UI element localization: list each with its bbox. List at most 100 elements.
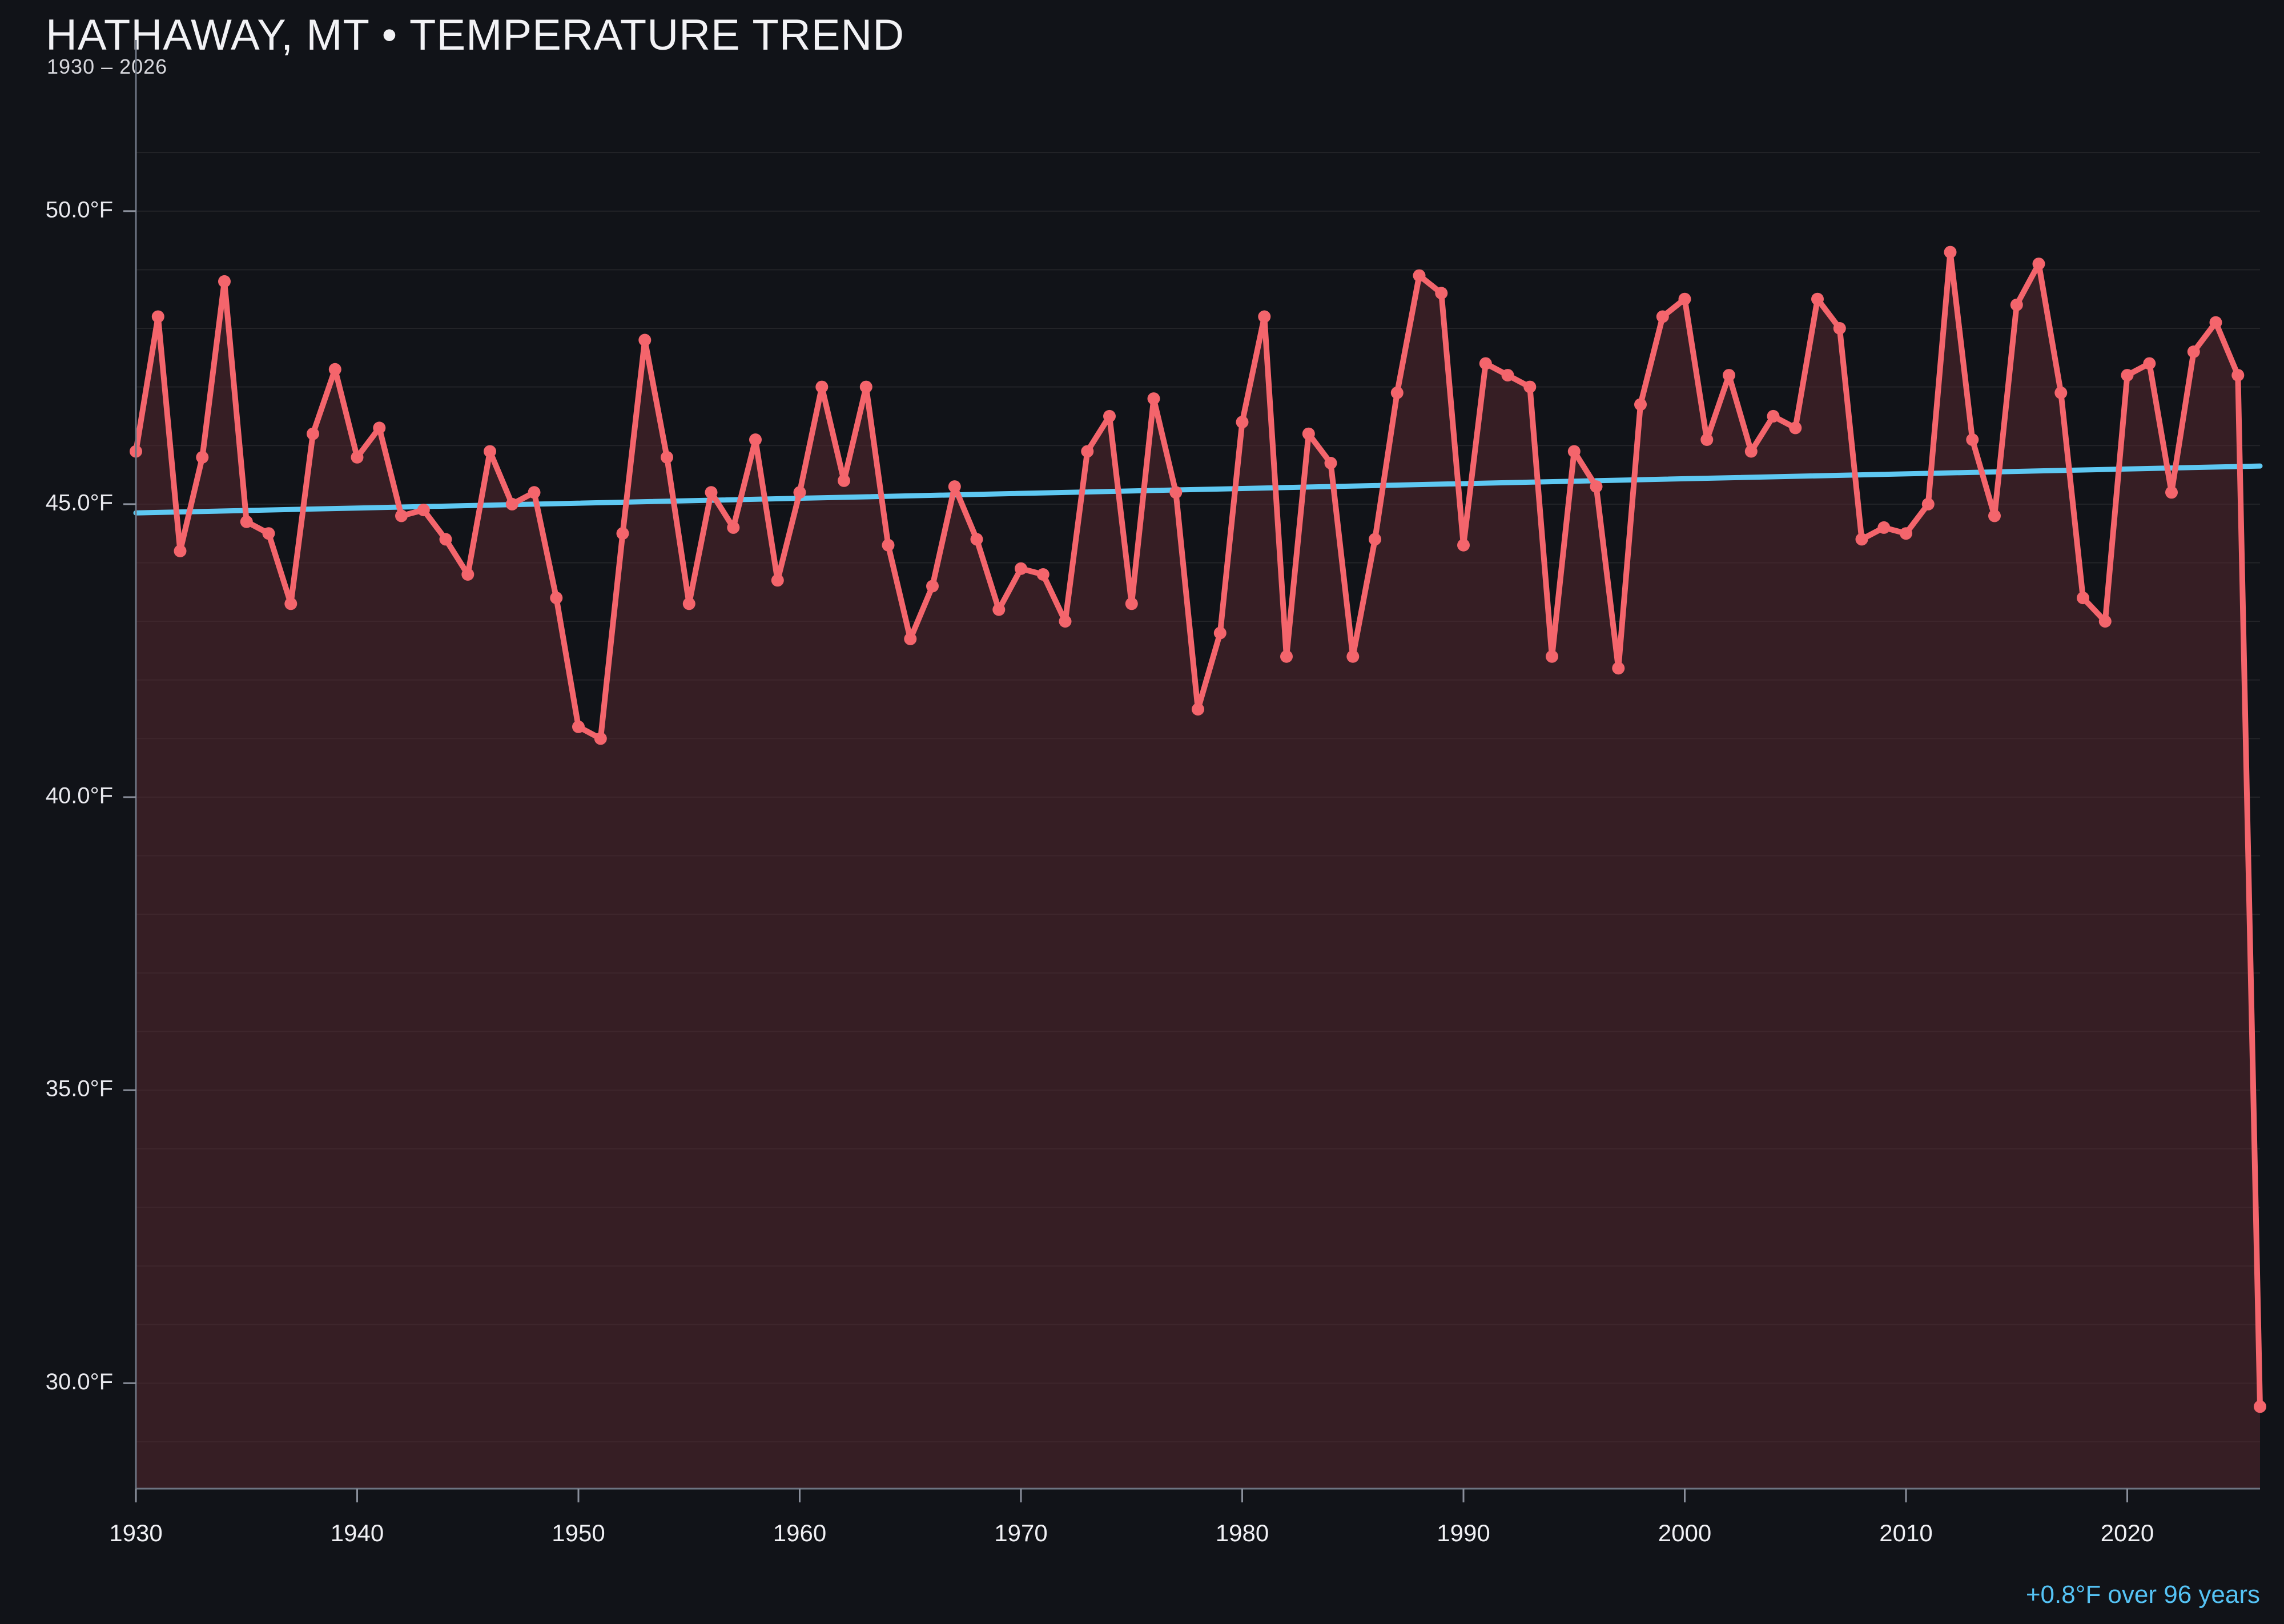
data-point: [528, 486, 541, 499]
data-point: [727, 521, 740, 534]
data-point: [461, 568, 475, 581]
data-point: [2254, 1400, 2266, 1413]
data-point: [594, 732, 607, 745]
data-point: [505, 497, 518, 510]
data-point: [904, 632, 917, 645]
data-point: [1324, 457, 1337, 469]
y-axis-label: 30.0°F: [46, 1369, 113, 1394]
data-point: [2054, 386, 2068, 399]
trend-line: [133, 463, 2263, 516]
data-point: [1059, 615, 1072, 628]
data-point: [1369, 533, 1381, 546]
data-point: [1479, 357, 1492, 370]
data-point: [1634, 398, 1647, 411]
data-point: [1192, 703, 1204, 716]
data-point: [2077, 592, 2089, 605]
data-point: [1036, 568, 1049, 581]
x-axis-label: 2020: [2101, 1520, 2154, 1546]
data-point: [1501, 369, 1514, 382]
data-point: [1081, 445, 1094, 458]
data-point: [616, 527, 629, 540]
series-area-fill: [136, 252, 2260, 1489]
data-point: [970, 533, 983, 546]
data-point: [2032, 258, 2045, 271]
data-point: [638, 333, 652, 347]
data-point: [218, 275, 231, 288]
data-point: [1125, 597, 1138, 610]
data-point: [992, 603, 1006, 616]
x-axis-label: 1940: [331, 1520, 384, 1546]
x-axis-label: 2010: [1879, 1520, 1932, 1546]
data-point: [1015, 562, 1027, 575]
data-point: [1435, 287, 1448, 300]
y-axis-label: 40.0°F: [46, 783, 113, 809]
data-point: [1789, 421, 1802, 435]
chart-subtitle: 1930 – 2026: [47, 55, 168, 78]
data-point: [284, 597, 297, 610]
trend-annotation: +0.8°F over 96 years: [2025, 1581, 2260, 1609]
data-point: [1236, 416, 1249, 429]
x-axis-label: 1980: [1216, 1520, 1269, 1546]
data-point: [1147, 392, 1160, 405]
data-point: [2143, 357, 2156, 370]
data-point: [682, 597, 695, 610]
data-point: [1855, 533, 1868, 546]
data-point: [1546, 650, 1558, 663]
data-point: [2231, 369, 2245, 382]
data-point: [1169, 486, 1183, 499]
data-point: [1457, 538, 1470, 552]
data-point: [749, 433, 762, 446]
data-point: [1700, 433, 1714, 446]
data-point: [1723, 369, 1735, 382]
data-point: [1346, 650, 1360, 663]
page-title: HATHAWAY, MT • TEMPERATURE TREND: [46, 11, 905, 59]
data-point: [373, 421, 386, 435]
y-axis-label: 45.0°F: [46, 490, 113, 515]
data-point: [2098, 615, 2112, 628]
data-point: [174, 545, 187, 557]
data-point: [1988, 509, 2001, 522]
x-axis-label: 1990: [1437, 1520, 1490, 1546]
data-point: [815, 380, 829, 393]
data-point: [882, 538, 895, 552]
x-axis-label: 1960: [773, 1520, 826, 1546]
y-axis-label: 35.0°F: [46, 1076, 113, 1102]
data-point: [771, 574, 784, 587]
data-point: [262, 527, 275, 540]
data-point: [151, 310, 164, 323]
data-point: [661, 451, 673, 464]
data-point: [417, 504, 430, 517]
data-point: [1833, 322, 1846, 335]
data-point: [1302, 427, 1315, 440]
data-point: [1590, 480, 1603, 493]
data-point: [1767, 409, 1780, 423]
data-point: [793, 486, 806, 499]
y-axis-label: 50.0°F: [46, 197, 113, 222]
data-point: [572, 720, 585, 733]
x-axis-label: 2000: [1658, 1520, 1711, 1546]
data-point: [550, 592, 563, 605]
data-point: [1656, 310, 1669, 323]
data-point: [705, 486, 718, 499]
data-point: [1966, 433, 1979, 446]
data-point: [2209, 316, 2222, 329]
data-point: [1567, 445, 1581, 458]
data-point: [1280, 650, 1293, 663]
data-point: [328, 363, 341, 376]
data-point: [1877, 521, 1891, 534]
data-point: [484, 445, 496, 458]
x-axis-label: 1950: [552, 1520, 605, 1546]
data-point: [1678, 292, 1691, 305]
data-point: [1523, 380, 1537, 393]
x-axis-label: 1970: [994, 1520, 1047, 1546]
data-point: [1900, 527, 1912, 540]
data-point: [1811, 292, 1824, 305]
data-point: [838, 474, 850, 487]
data-point: [2121, 369, 2134, 382]
data-point: [1258, 310, 1271, 323]
data-point: [196, 451, 209, 464]
data-point: [439, 533, 452, 546]
data-point: [2010, 298, 2023, 311]
